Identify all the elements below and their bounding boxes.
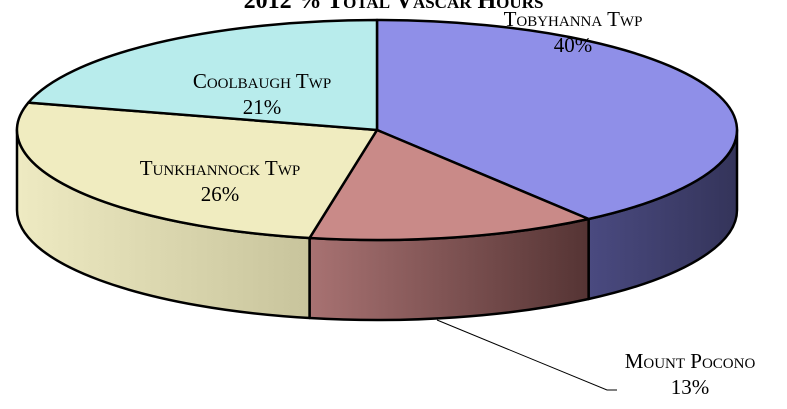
slice-label: Tobyhanna Twp 40% (498, 6, 648, 58)
value-label: 40% (553, 33, 593, 57)
chart-title: 2012 % Total Vascar Hours (243, 0, 544, 14)
slice (375, 18, 739, 221)
value-label: 21% (242, 95, 282, 119)
slice (27, 18, 379, 132)
slice-label: Coolbaugh Twp 21% (182, 68, 342, 120)
leader-line (436, 319, 617, 391)
category: Coolbaugh Twp (192, 69, 332, 93)
slice-label: Mount Pocono 13% (615, 348, 765, 400)
category: Tobyhanna Twp (503, 7, 643, 31)
value-label: 26% (200, 182, 240, 206)
category: Tunkhannock Twp (139, 156, 301, 180)
slice-label: Tunkhannock Twp 26% (135, 155, 305, 207)
category: Mount Pocono (624, 349, 756, 373)
slice (308, 128, 590, 242)
slice (15, 101, 379, 240)
value-label: 13% (670, 375, 710, 399)
